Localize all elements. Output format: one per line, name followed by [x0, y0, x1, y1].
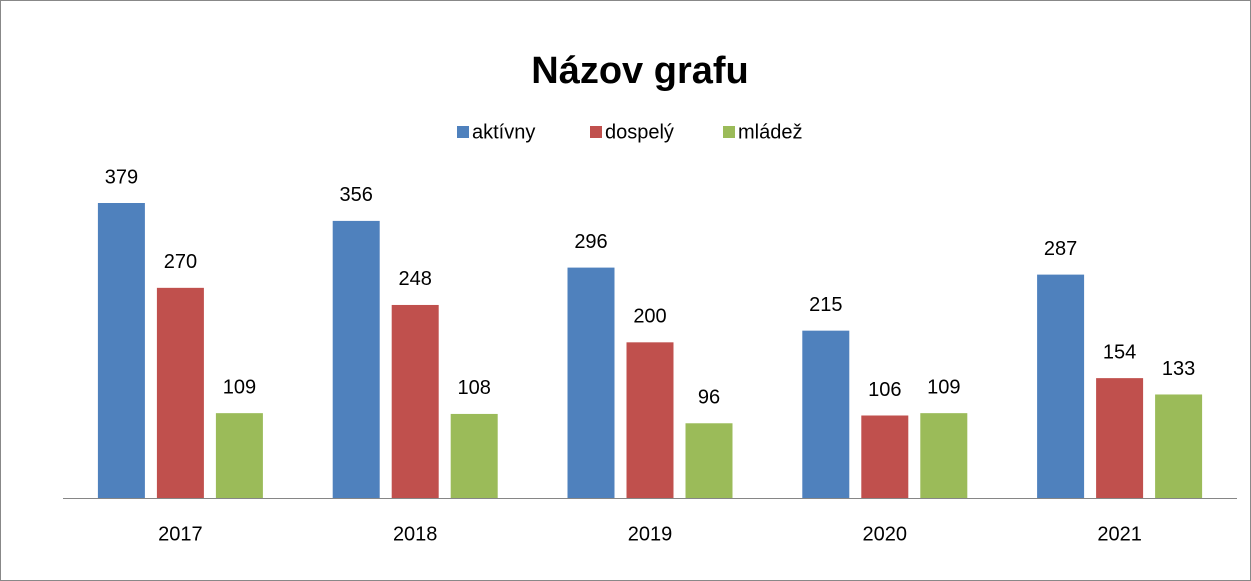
legend-swatch	[723, 126, 735, 138]
bar	[626, 342, 674, 498]
data-label: 154	[1103, 341, 1136, 363]
bar	[685, 423, 733, 498]
x-tick-label: 2019	[628, 523, 673, 545]
data-label: 287	[1044, 238, 1077, 260]
legend-label: mládež	[738, 121, 802, 143]
data-label: 106	[868, 379, 901, 401]
data-label: 109	[223, 376, 256, 398]
x-tick-label: 2021	[1097, 523, 1142, 545]
chart-title: Názov grafu	[531, 50, 748, 92]
x-tick-label: 2020	[863, 523, 908, 545]
bar	[1037, 274, 1085, 498]
bar	[920, 413, 968, 498]
data-label: 108	[458, 377, 491, 399]
data-label: 356	[340, 184, 373, 206]
data-label: 215	[809, 294, 842, 316]
data-label: 133	[1162, 358, 1195, 380]
bar	[802, 330, 850, 498]
bar	[391, 304, 439, 498]
x-tick-label: 2017	[158, 523, 203, 545]
data-label: 96	[698, 387, 720, 409]
bar	[332, 220, 380, 498]
legend-swatch	[590, 126, 602, 138]
bar	[567, 267, 615, 498]
bar	[450, 413, 498, 498]
bar	[97, 203, 145, 498]
data-label: 296	[574, 231, 607, 253]
legend-label: dospelý	[605, 121, 674, 143]
data-label: 200	[633, 306, 666, 328]
data-label: 379	[105, 166, 138, 188]
bar	[156, 287, 204, 498]
bar	[1155, 394, 1203, 498]
x-tick-label: 2018	[393, 523, 438, 545]
legend-swatch	[457, 126, 469, 138]
bar	[861, 415, 909, 498]
bar	[215, 413, 263, 498]
data-label: 109	[927, 376, 960, 398]
bar	[1096, 378, 1144, 498]
data-label: 248	[399, 268, 432, 290]
data-label: 270	[164, 251, 197, 273]
legend-label: aktívny	[472, 121, 535, 143]
